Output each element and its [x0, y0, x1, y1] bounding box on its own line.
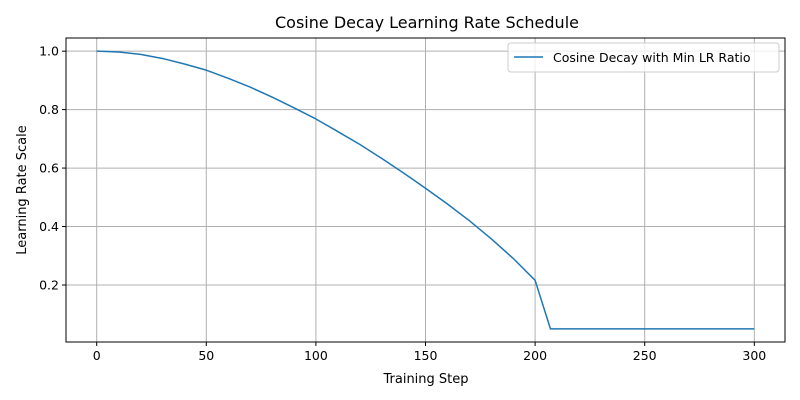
x-tick-label: 50 — [198, 348, 214, 363]
grid — [66, 38, 785, 342]
y-tick-label: 0.8 — [39, 102, 59, 117]
y-tick-label: 0.4 — [39, 219, 59, 234]
x-tick-label: 150 — [414, 348, 438, 363]
legend-label: Cosine Decay with Min LR Ratio — [553, 50, 751, 65]
series-line — [96, 50, 755, 330]
series-layer — [96, 50, 755, 330]
y-axis-label: Learning Rate Scale — [15, 125, 30, 255]
y-tick-label: 0.2 — [39, 278, 59, 293]
legend: Cosine Decay with Min LR Ratio — [507, 42, 780, 73]
x-axis-label: Training Step — [382, 372, 468, 387]
x-tick-label: 250 — [633, 348, 657, 363]
chart-title: Cosine Decay Learning Rate Schedule — [275, 13, 579, 32]
y-tick-label: 1.0 — [39, 44, 59, 59]
x-tick-label: 0 — [93, 348, 101, 363]
x-tick-label: 100 — [304, 348, 328, 363]
legend-box — [507, 42, 780, 73]
x-tick-label: 200 — [523, 348, 547, 363]
y-tick-label: 0.6 — [39, 161, 59, 176]
x-tick-label: 300 — [742, 348, 766, 363]
ticks: 0 50 100 150 200 250 300 0.2 0.4 0.6 0.8 1.0 — [39, 44, 766, 363]
